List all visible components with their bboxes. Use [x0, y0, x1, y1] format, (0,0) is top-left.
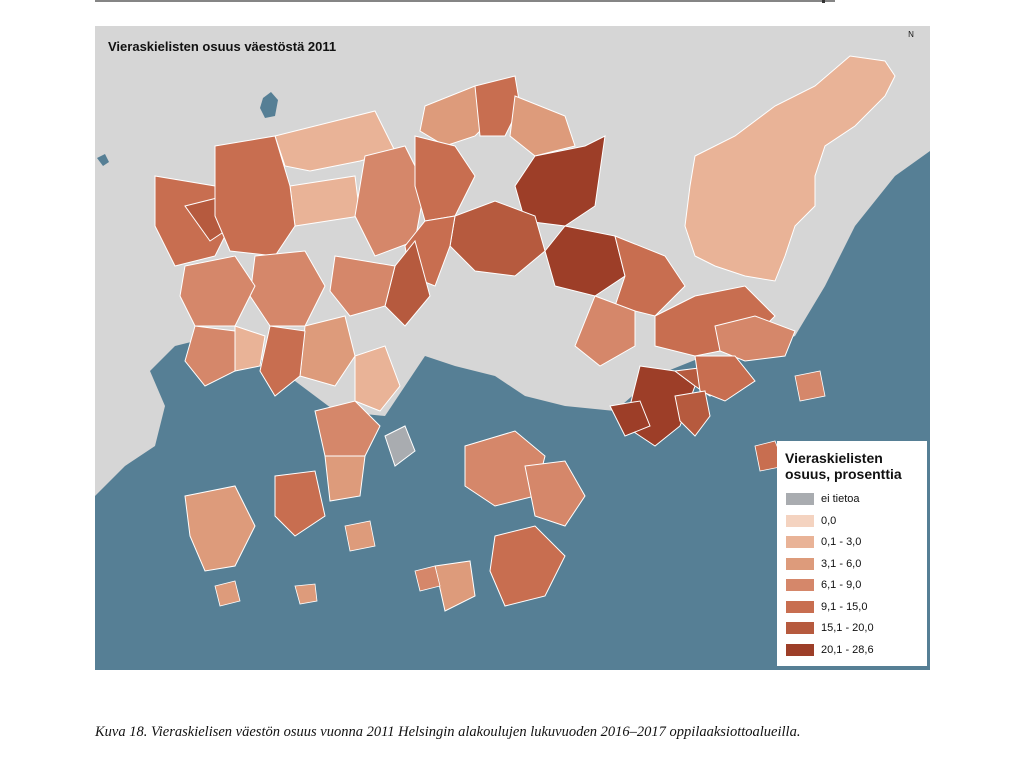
legend-item: 9,1 - 15,0	[785, 599, 925, 616]
page-top-mark	[822, 0, 825, 3]
legend-label: 0,1 - 3,0	[821, 536, 862, 548]
legend-label: ei tietoa	[821, 493, 860, 505]
legend-swatch	[785, 556, 815, 571]
legend-item: 0,1 - 3,0	[785, 534, 925, 551]
map-title: Vieraskielisten osuus väestöstä 2011	[108, 39, 337, 54]
legend-swatch	[785, 513, 815, 528]
district-regions	[154, 75, 796, 612]
sea-area	[95, 151, 930, 670]
legend-swatch	[785, 642, 815, 657]
legend-swatch	[785, 535, 815, 549]
north-label: N	[908, 30, 914, 39]
choropleth-map: Vieraskielisten osuus väestöstä 2011 N V…	[95, 26, 930, 670]
legend-item: ei tietoa	[785, 491, 925, 508]
legend-label: 6,1 - 9,0	[821, 579, 862, 591]
legend-item: 0,0	[785, 513, 925, 530]
lake-shape	[97, 154, 109, 166]
map-legend: Vieraskielisten osuus, prosenttia ei tie…	[777, 441, 927, 666]
legend-item: 20,1 - 28,6	[785, 642, 925, 659]
legend-swatch	[785, 492, 815, 506]
legend-item: 6,1 - 9,0	[785, 577, 925, 594]
legend-title: Vieraskielisten osuus, prosenttia	[785, 450, 925, 482]
legend-title-line2: osuus, prosenttia	[785, 466, 902, 482]
page-top-rule	[95, 0, 835, 5]
legend-label: 3,1 - 6,0	[821, 557, 862, 570]
legend-label: 0,0	[821, 514, 837, 527]
legend-swatch	[785, 599, 815, 614]
figure-caption: Kuva 18. Vieraskielisen väestön osuus vu…	[95, 724, 801, 740]
lake-shape	[260, 92, 278, 118]
legend-swatch	[785, 578, 815, 592]
north-arrow: N	[901, 31, 921, 71]
legend-item: 3,1 - 6,0	[785, 556, 925, 573]
legend-label: 20,1 - 28,6	[821, 643, 874, 656]
legend-swatch	[785, 621, 815, 635]
legend-label: 15,1 - 20,0	[821, 622, 874, 634]
region-east	[684, 55, 896, 282]
legend-item: 15,1 - 20,0	[785, 620, 925, 637]
legend-label: 9,1 - 15,0	[821, 600, 868, 613]
legend-title-line1: Vieraskielisten	[785, 450, 883, 466]
map-canvas	[95, 55, 930, 670]
